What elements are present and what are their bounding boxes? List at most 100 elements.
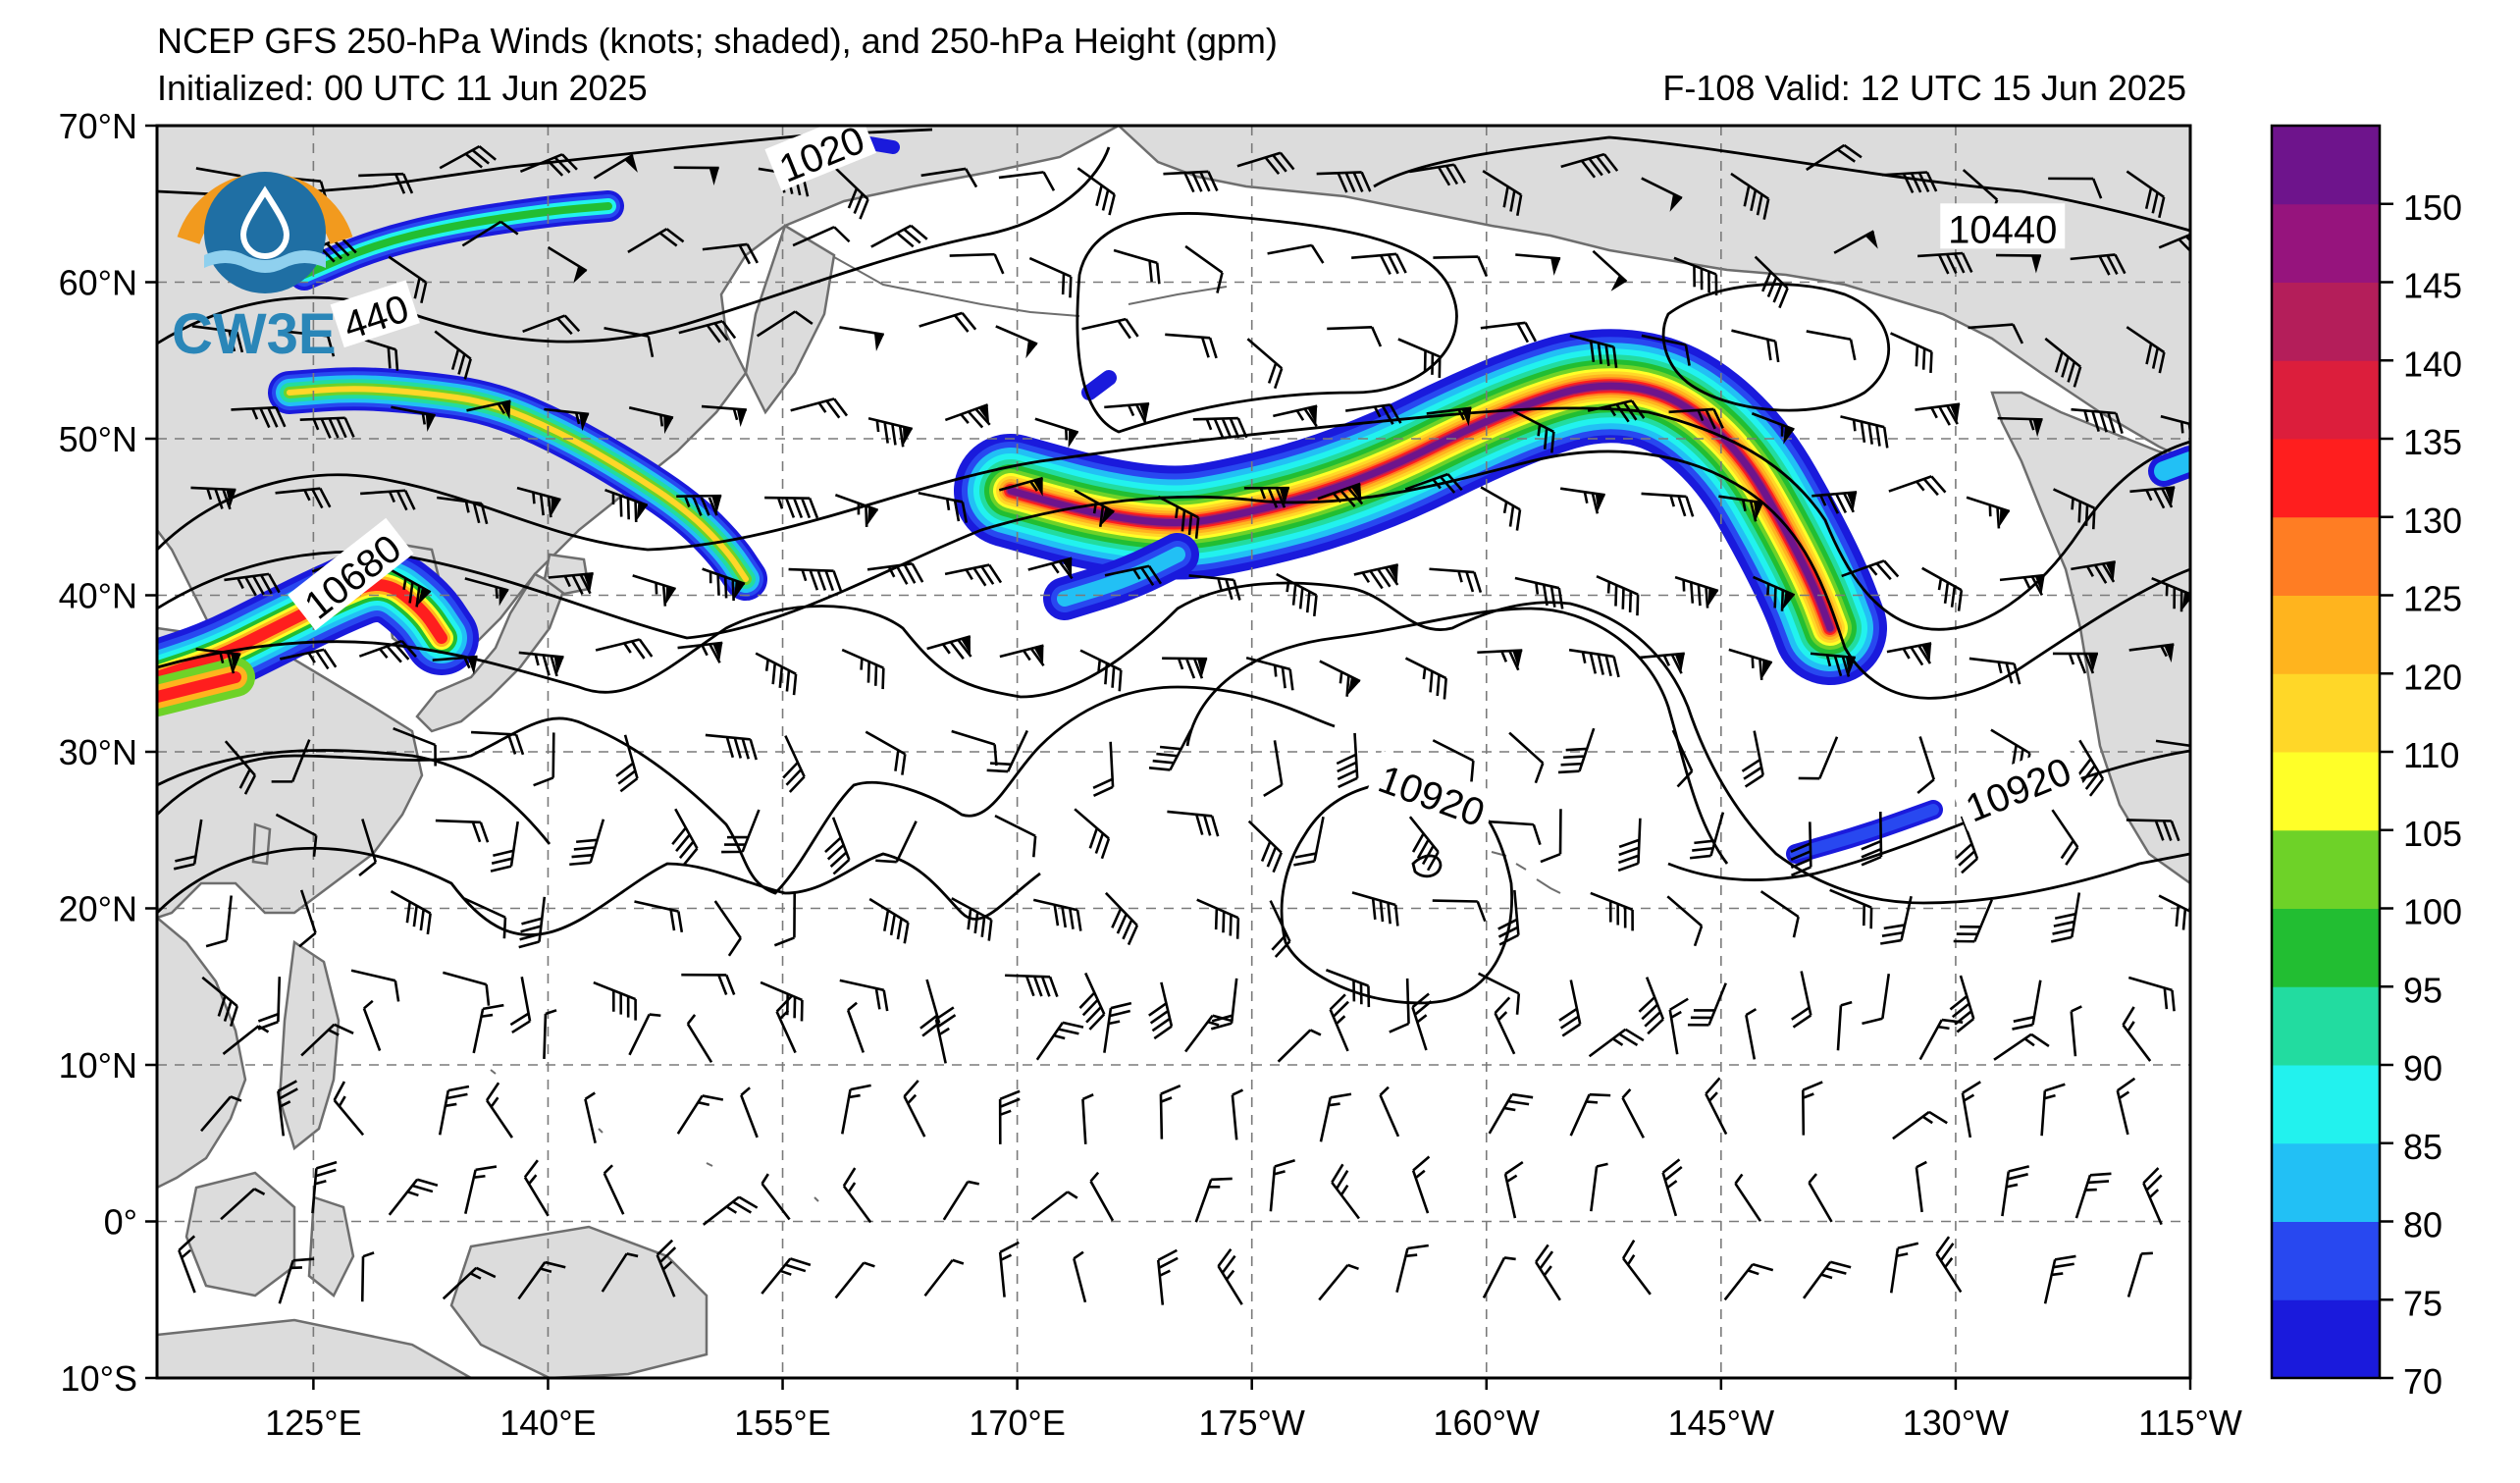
barb-shaft [1588,1028,1645,1058]
barb-shaft [1514,576,1564,609]
wind-barb [1559,487,1605,514]
wind-barb [1188,574,1241,601]
lat-label: 60°N [59,263,137,303]
wind-barb [1969,657,2021,685]
barb-shaft [1184,244,1224,293]
wind-barb [998,1089,1021,1144]
wind-barb [1751,412,1795,445]
barb-shaft [1482,1256,1516,1298]
wind-barb [350,969,400,1002]
barb-shaft [1104,401,1150,425]
wind-barb [1482,170,1523,217]
barb-flag [709,167,719,186]
barb-flag [961,636,971,656]
land-borneo [184,1171,296,1298]
wind-barb [1806,330,1857,361]
barb-shaft [393,727,437,767]
wind-barb [1005,974,1059,997]
colorbar-label: 90 [2403,1048,2442,1088]
barb-shaft [1802,1260,1852,1299]
wind-barb [944,403,991,429]
wind-barb [2051,809,2079,866]
wind-barb [1267,243,1325,264]
height-contour [1667,749,2190,881]
barb-flag [583,573,594,592]
barb-flag [1101,506,1115,526]
wind-barb [461,220,519,247]
wind-barb [942,1180,980,1221]
barb-flag [663,415,674,435]
land-aleutians [833,256,1228,317]
wind-barb [686,1014,713,1063]
colorbar-segment [2272,439,2380,518]
barb-shaft [464,577,509,599]
barb-shaft [518,896,547,949]
barb-shaft [434,330,472,380]
height-contour [1661,283,1890,412]
wind-barb [1641,334,1691,366]
wind-barb [275,813,318,857]
wind-barb [442,971,491,1006]
wind-barb [824,817,851,875]
wind-barb [1810,652,1856,677]
barb-shaft [1890,332,1933,374]
barb-shaft [846,1001,866,1053]
wind-barb [1741,730,1764,788]
barb-shaft [1319,1092,1352,1142]
wind-barb [544,407,590,432]
wind-barb [1569,1092,1611,1137]
barb-shaft [627,228,685,253]
barb-shaft [1162,657,1208,679]
wind-barb [1028,256,1073,298]
wind-barb [300,1023,354,1057]
barb-shaft [173,819,203,871]
barb-shaft [1889,1242,1919,1294]
wind-barb [432,655,478,675]
barb-shaft [671,808,699,866]
wind-barb [2142,1167,2163,1226]
wind-barb [1892,1110,1948,1140]
colorbar-label: 150 [2403,187,2462,228]
wind-barb [1081,317,1139,340]
wind-barb [1478,972,1521,1015]
barb-shaft [2126,170,2166,219]
wind-barb [842,1167,872,1224]
barb-shaft [867,416,914,448]
wind-barb [299,416,355,439]
wind-barb [390,889,432,935]
land-taiwan [251,822,272,866]
barb-shaft [523,1159,550,1217]
barb-shaft [2158,894,2190,937]
wind-barb [1918,1018,1964,1061]
wind-barb [518,651,564,677]
barb-shaft [1730,172,1770,220]
barb-shaft [1801,1081,1823,1136]
initialized-time: Initialized: 00 UTC 11 Jun 2025 [157,68,648,108]
barb-shaft [2151,577,2190,612]
wind-barb [1587,399,1646,423]
wind-barb [702,1195,759,1226]
barb-flag [500,400,511,420]
wind-barb [1689,812,1725,860]
wind-barb [1917,251,1973,275]
colorbar-segment [2272,1299,2380,1379]
barb-shaft [1477,649,1523,671]
wind-barb [2074,1172,2112,1219]
land-new-guinea [449,1225,709,1378]
wind-barb [1477,649,1523,671]
barb-flag [1847,492,1858,510]
wind-barbs [173,143,2190,1305]
barb-shaft [2126,326,2166,374]
barb-shaft [615,734,639,793]
barb-shaft [1515,253,1561,260]
wind-barb [2040,1083,2066,1137]
wind-barb [191,325,244,353]
wind-barb [1621,1240,1652,1296]
wind-barb [627,228,685,253]
barb-shaft [1267,243,1325,264]
barb-shaft [2160,414,2190,450]
barb-shaft [271,739,311,783]
barb-shaft [1861,812,1883,867]
wind-barb [761,1173,791,1221]
wind-barb [604,327,655,358]
